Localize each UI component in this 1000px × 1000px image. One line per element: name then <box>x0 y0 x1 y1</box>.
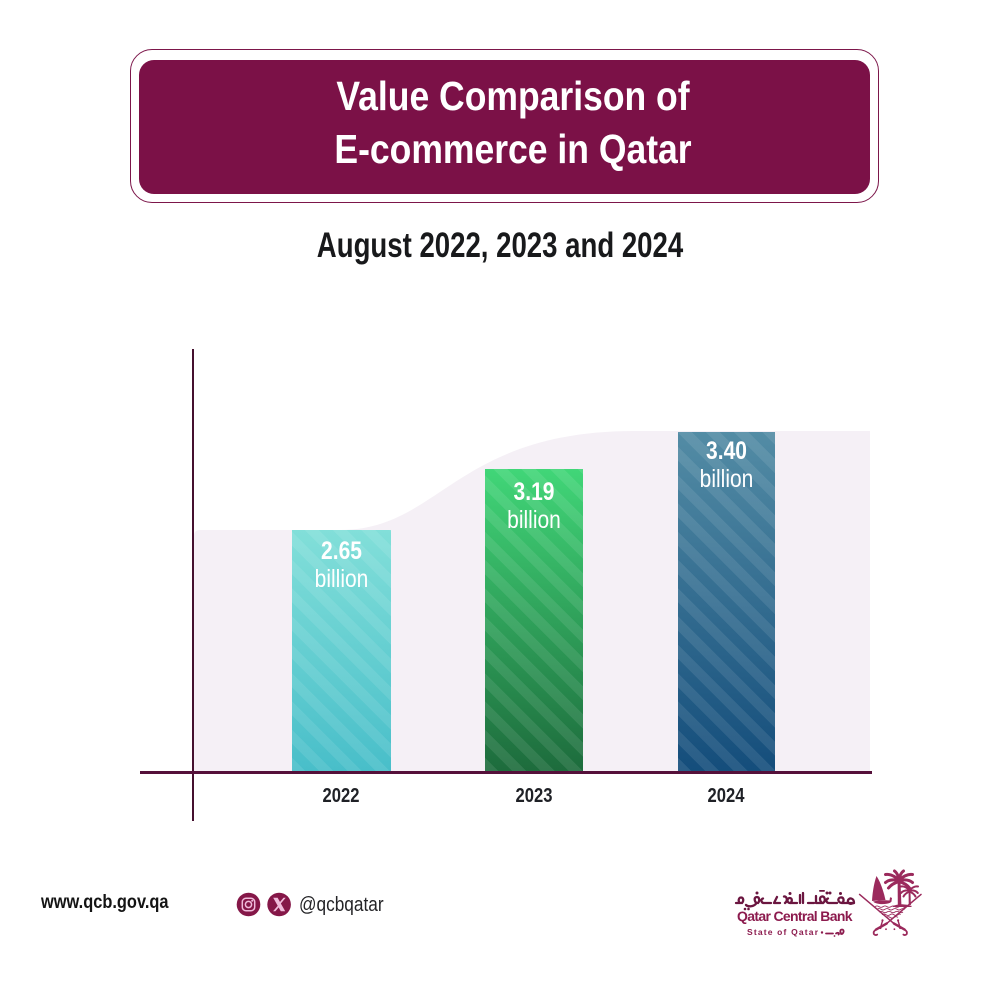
svg-text:Qatar Central Bank: Qatar Central Bank <box>737 908 853 924</box>
svg-text:State of Qatar: State of Qatar <box>747 927 819 937</box>
